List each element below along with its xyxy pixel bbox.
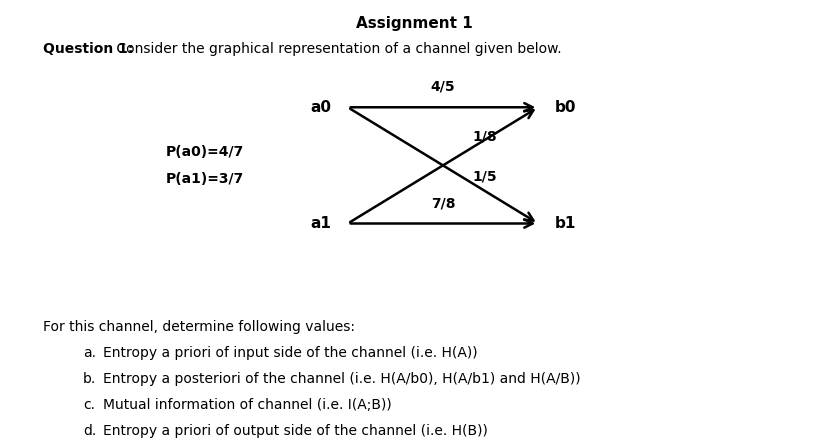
Text: 7/8: 7/8	[430, 196, 455, 210]
Text: Consider the graphical representation of a channel given below.: Consider the graphical representation of…	[112, 42, 561, 56]
Text: b0: b0	[554, 100, 576, 115]
Text: P(a0)=4/7: P(a0)=4/7	[165, 145, 244, 159]
Text: Question 1:: Question 1:	[43, 42, 133, 56]
Text: c.: c.	[83, 398, 94, 412]
Text: a.: a.	[83, 346, 96, 360]
Text: P(a1)=3/7: P(a1)=3/7	[165, 172, 244, 186]
Text: b1: b1	[554, 216, 576, 231]
Text: Assignment 1: Assignment 1	[355, 16, 472, 31]
Text: 1/8: 1/8	[471, 129, 496, 143]
Text: For this channel, determine following values:: For this channel, determine following va…	[43, 320, 355, 333]
Text: Entropy a priori of output side of the channel (i.e. H(B)): Entropy a priori of output side of the c…	[103, 424, 488, 438]
Text: Entropy a priori of input side of the channel (i.e. H(A)): Entropy a priori of input side of the ch…	[103, 346, 477, 360]
Text: 4/5: 4/5	[430, 80, 455, 94]
Text: Mutual information of channel (i.e. I(A;B)): Mutual information of channel (i.e. I(A;…	[103, 398, 392, 412]
Text: d.: d.	[83, 424, 96, 438]
Text: Entropy a posteriori of the channel (i.e. H(A/b0), H(A/b1) and H(A/B)): Entropy a posteriori of the channel (i.e…	[103, 372, 581, 386]
Text: a0: a0	[310, 100, 331, 115]
Text: b.: b.	[83, 372, 96, 386]
Text: 1/5: 1/5	[471, 170, 496, 184]
Text: a1: a1	[310, 216, 331, 231]
